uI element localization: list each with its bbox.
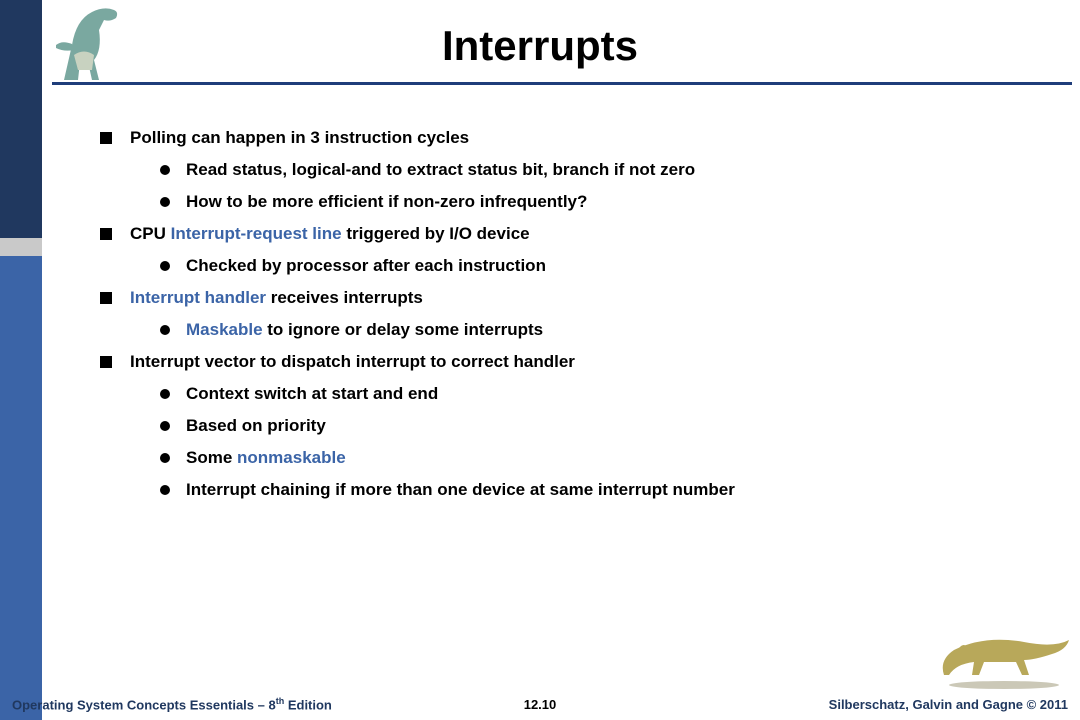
slide-title: Interrupts (0, 22, 1080, 70)
square-bullet-icon (100, 132, 112, 144)
bullet-1a-text: Read status, logical-and to extract stat… (186, 160, 695, 180)
square-bullet-icon (100, 356, 112, 368)
bullet-4d-text: Interrupt chaining if more than one devi… (186, 480, 735, 500)
circle-bullet-icon (160, 389, 170, 399)
keyword-nonmaskable: nonmaskable (237, 448, 346, 467)
title-underline (52, 82, 1072, 85)
bullet-2a: Checked by processor after each instruct… (160, 256, 1000, 276)
sidebar-bottom-stripe (0, 256, 42, 720)
bullet-3a: Maskable to ignore or delay some interru… (160, 320, 1000, 340)
square-bullet-icon (100, 228, 112, 240)
bullet-4b: Based on priority (160, 416, 1000, 436)
bullet-4a-text: Context switch at start and end (186, 384, 438, 404)
content-area: Polling can happen in 3 instruction cycl… (100, 128, 1000, 512)
bullet-1a: Read status, logical-and to extract stat… (160, 160, 1000, 180)
circle-bullet-icon (160, 421, 170, 431)
bullet-2: CPU Interrupt-request line triggered by … (100, 224, 1000, 244)
circle-bullet-icon (160, 325, 170, 335)
keyword-interrupt-handler: Interrupt handler (130, 288, 266, 307)
bullet-4a: Context switch at start and end (160, 384, 1000, 404)
dinosaur-bottom-icon (934, 620, 1074, 690)
bullet-1: Polling can happen in 3 instruction cycl… (100, 128, 1000, 148)
keyword-maskable: Maskable (186, 320, 263, 339)
bullet-4-text: Interrupt vector to dispatch interrupt t… (130, 352, 575, 372)
circle-bullet-icon (160, 197, 170, 207)
bullet-2a-text: Checked by processor after each instruct… (186, 256, 546, 276)
circle-bullet-icon (160, 485, 170, 495)
bullet-4d: Interrupt chaining if more than one devi… (160, 480, 1000, 500)
square-bullet-icon (100, 292, 112, 304)
bullet-3: Interrupt handler receives interrupts (100, 288, 1000, 308)
footer-copyright: Silberschatz, Galvin and Gagne © 2011 (829, 697, 1068, 712)
bullet-1-text: Polling can happen in 3 instruction cycl… (130, 128, 469, 148)
keyword-interrupt-request-line: Interrupt-request line (171, 224, 342, 243)
bullet-2-text: CPU Interrupt-request line triggered by … (130, 224, 530, 244)
circle-bullet-icon (160, 165, 170, 175)
bullet-1b-text: How to be more efficient if non-zero inf… (186, 192, 587, 212)
bullet-3-text: Interrupt handler receives interrupts (130, 288, 423, 308)
circle-bullet-icon (160, 261, 170, 271)
circle-bullet-icon (160, 453, 170, 463)
sidebar-mid-stripe (0, 238, 42, 256)
bullet-3a-text: Maskable to ignore or delay some interru… (186, 320, 543, 340)
bullet-4c: Some nonmaskable (160, 448, 1000, 468)
bullet-4c-text: Some nonmaskable (186, 448, 346, 468)
bullet-1b: How to be more efficient if non-zero inf… (160, 192, 1000, 212)
bullet-4: Interrupt vector to dispatch interrupt t… (100, 352, 1000, 372)
bullet-4b-text: Based on priority (186, 416, 326, 436)
